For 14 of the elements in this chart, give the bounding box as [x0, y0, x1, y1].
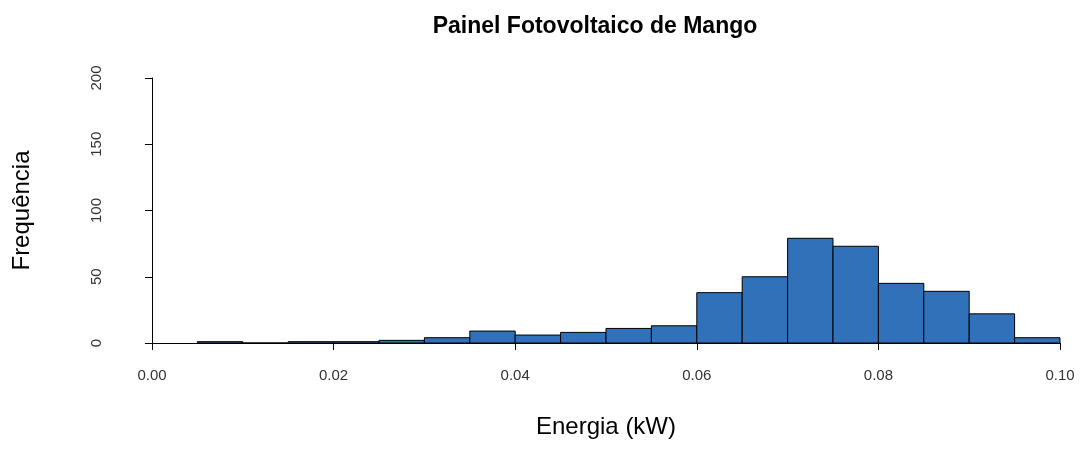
x-tick-label: 0.04: [500, 366, 530, 383]
x-tick-label: 0.10: [1045, 366, 1075, 383]
x-tick-label: 0.08: [863, 366, 893, 383]
x-tick-label: 0.06: [682, 366, 712, 383]
y-tick-label: 150: [87, 131, 104, 157]
x-tick-label: 0.02: [319, 366, 349, 383]
x-tick-label: 0.00: [137, 366, 167, 383]
y-axis-title: Frequência: [6, 149, 34, 271]
y-tick-label: 50: [87, 268, 104, 286]
x-axis-title: Energia (kW): [535, 411, 677, 439]
chart-title: Painel Fotovoltaico de Mango: [432, 11, 758, 38]
y-tick-label: 100: [87, 197, 104, 224]
y-tick-label: 200: [87, 65, 104, 91]
y-tick-label: 0: [87, 338, 104, 348]
